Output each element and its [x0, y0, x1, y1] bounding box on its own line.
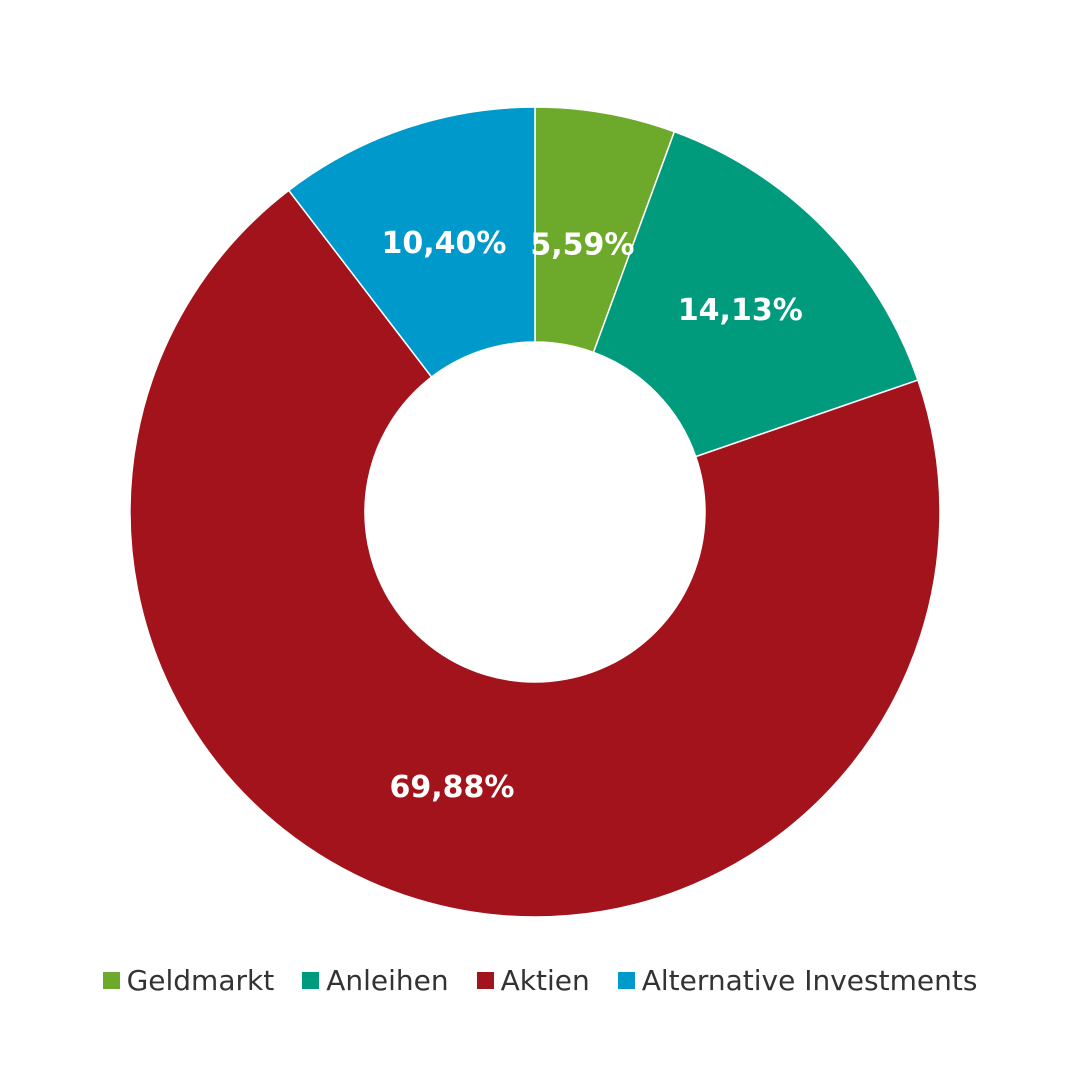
slice-aktien: [129, 189, 941, 918]
slice-label-aktien: 69,88%: [390, 770, 515, 805]
chart-legend: Geldmarkt Anleihen Aktien Alternative Inves…: [0, 958, 1080, 1002]
legend-swatch: [302, 971, 320, 989]
legend-swatch: [617, 971, 635, 989]
slice-labels-group: 5,59% 14,13% 69,88% 10,40%: [382, 226, 803, 805]
slice-alternative-investments: [287, 106, 536, 379]
legend-swatch: [476, 971, 494, 989]
slice-label-anleihen: 14,13%: [678, 293, 803, 328]
slice-anleihen: [592, 130, 919, 458]
legend-swatch: [102, 971, 120, 989]
slice-label-alternative-investments: 10,40%: [382, 226, 507, 261]
slice-label-geldmarkt: 5,59%: [530, 227, 634, 262]
legend-item-aktien: Aktien: [476, 963, 590, 997]
legend-item-geldmarkt: Geldmarkt: [102, 963, 275, 997]
slices-group: [129, 106, 941, 918]
legend-label: Anleihen: [326, 963, 449, 997]
legend-label: Alternative Investments: [641, 963, 978, 997]
legend-label: Aktien: [500, 963, 590, 997]
legend-label: Geldmarkt: [126, 963, 275, 997]
legend-item-alternative-investments: Alternative Investments: [617, 963, 978, 997]
legend-item-anleihen: Anleihen: [302, 963, 449, 997]
